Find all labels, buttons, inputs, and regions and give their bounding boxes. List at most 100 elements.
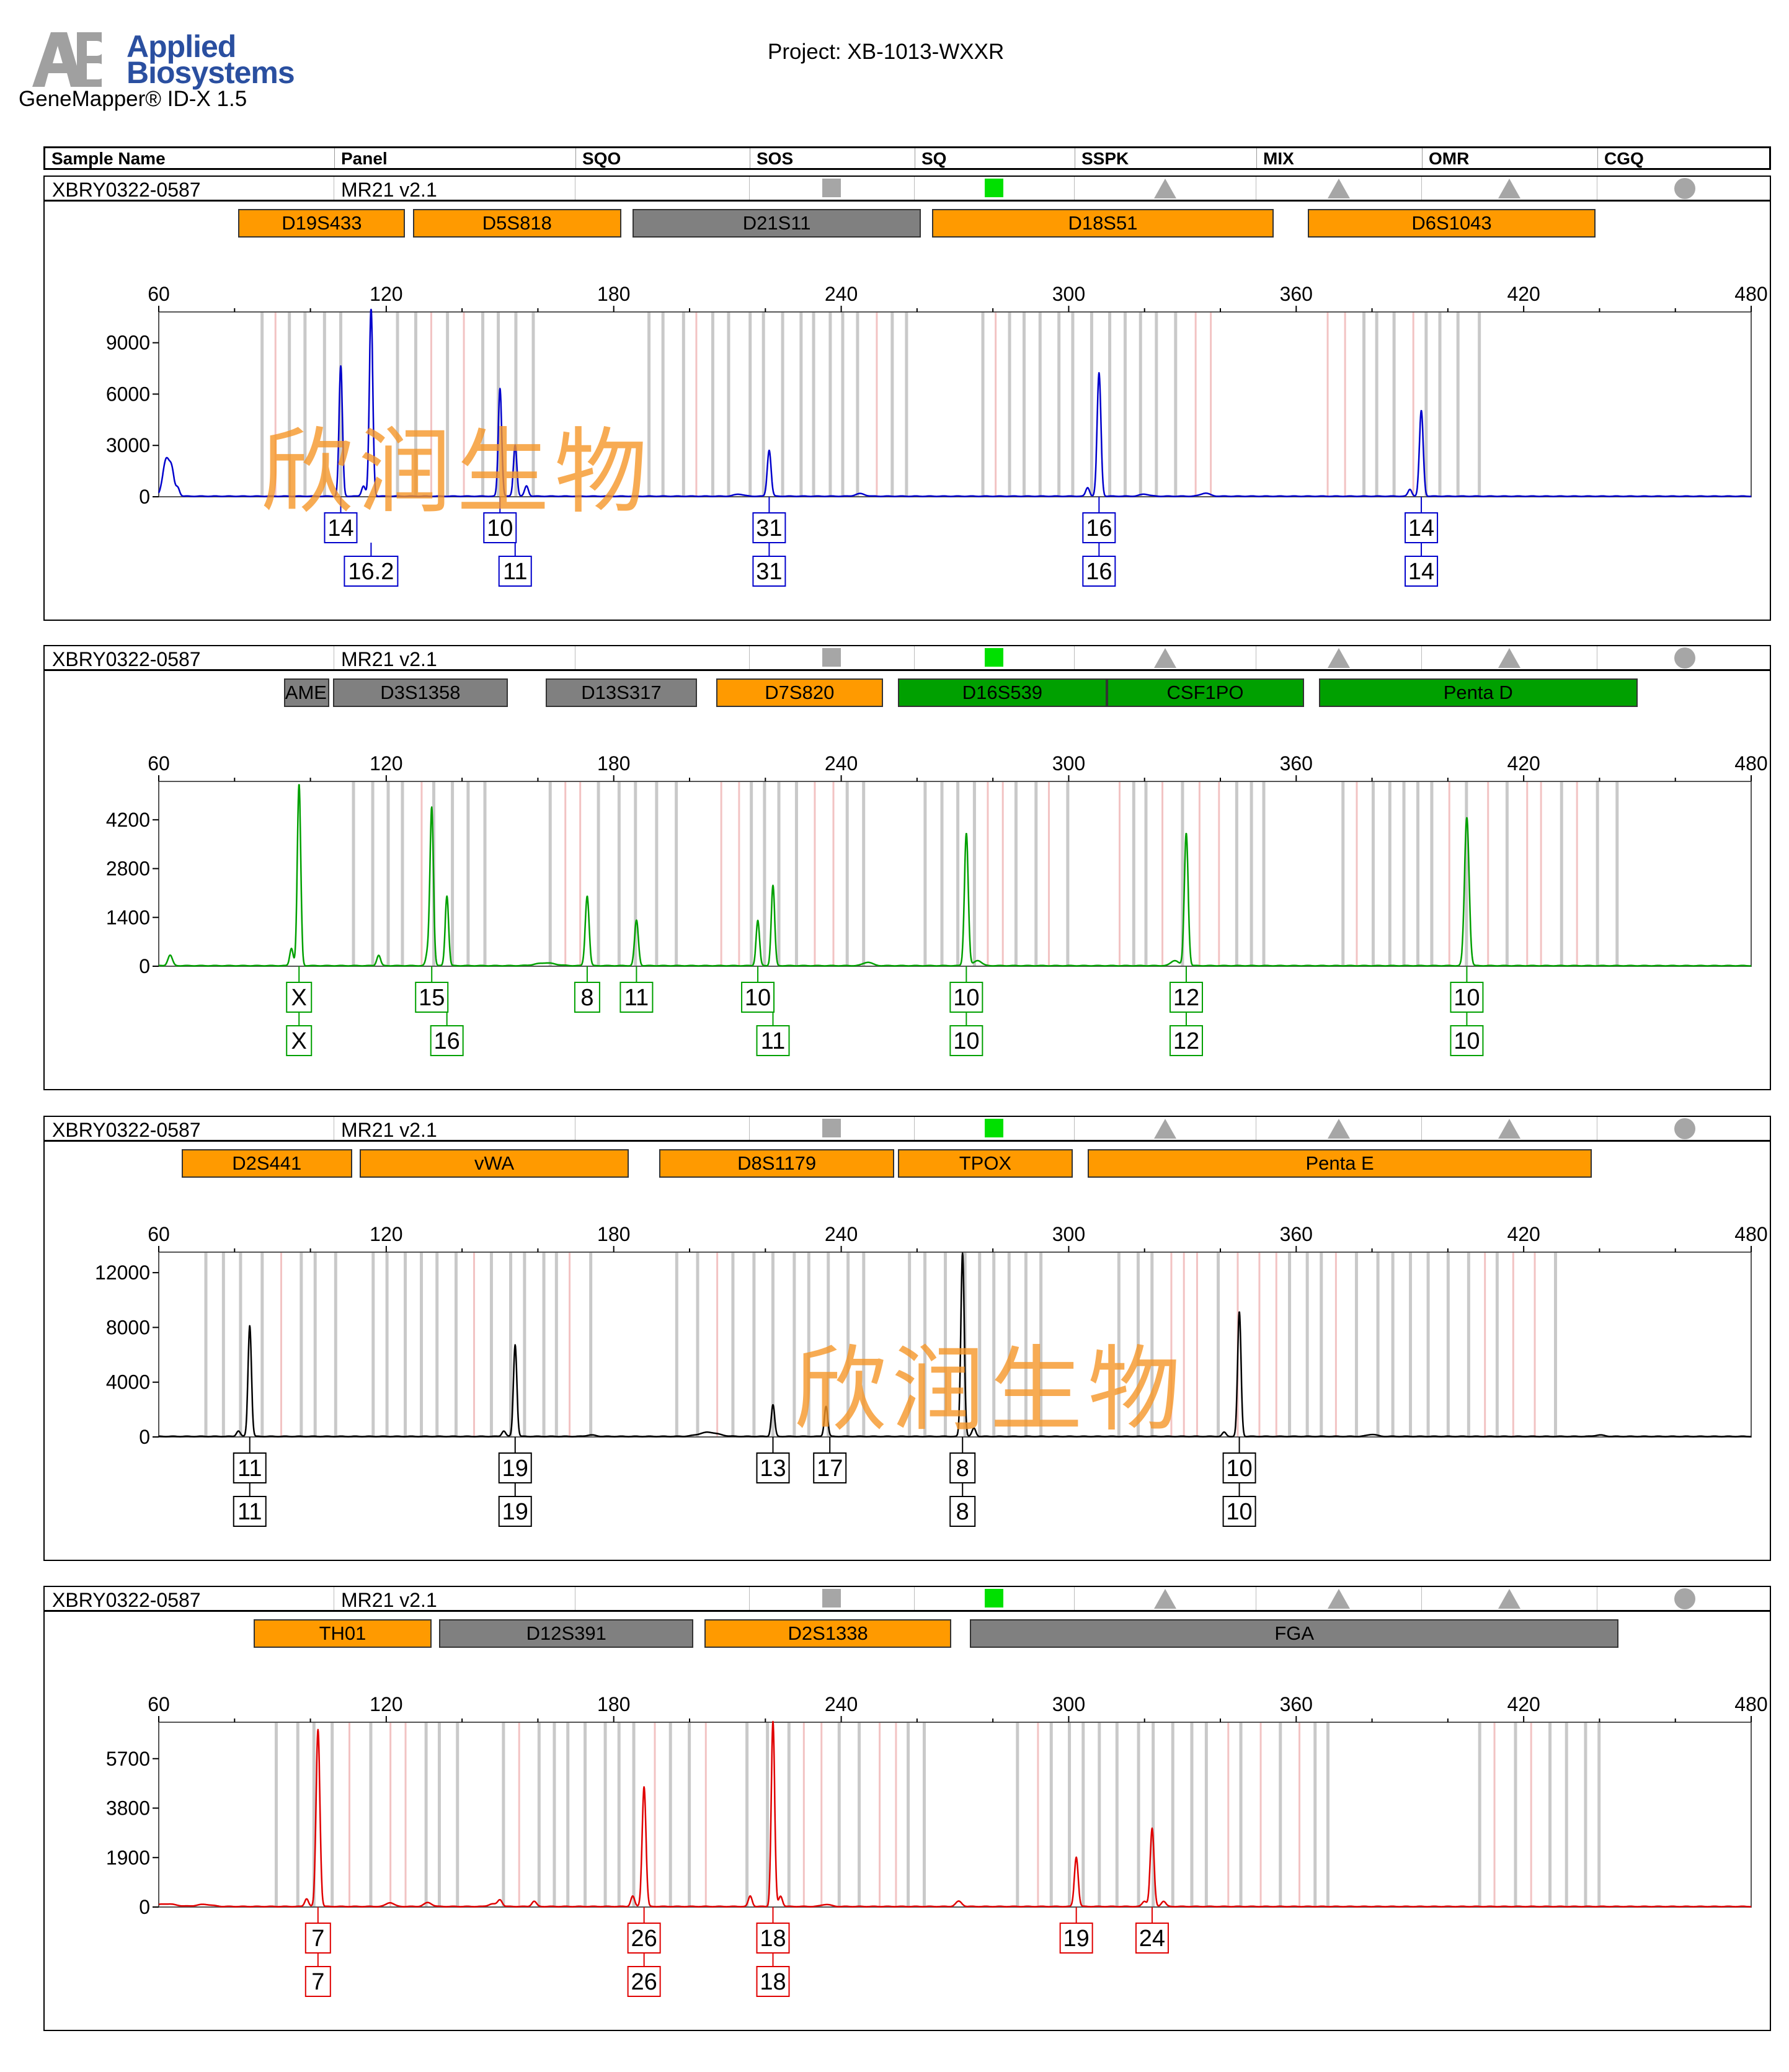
quality-flag-sos-icon[interactable] <box>822 179 841 197</box>
marker-th01[interactable]: TH01 <box>253 1619 432 1648</box>
column-header-sq[interactable]: SQ <box>915 148 1075 168</box>
marker-d13s317[interactable]: D13S317 <box>545 678 698 707</box>
allele-call-box[interactable] <box>1169 1025 1203 1056</box>
allele-call-box[interactable] <box>949 1452 976 1483</box>
marker-d19s433[interactable]: D19S433 <box>238 209 406 238</box>
sample-row-header[interactable]: XBRY0322-0587 MR21 v2.1 <box>45 646 1770 671</box>
allele-call-box[interactable] <box>1222 1496 1256 1527</box>
allele-call-box[interactable] <box>498 556 532 587</box>
column-header-sspk[interactable]: SSPK <box>1075 148 1256 168</box>
quality-flag-sos-icon[interactable] <box>822 648 841 667</box>
marker-fga[interactable]: FGA <box>970 1619 1618 1648</box>
marker-d21s11[interactable]: D21S11 <box>633 209 921 238</box>
quality-flag-sos-icon[interactable] <box>822 1589 841 1607</box>
allele-call-box[interactable] <box>1450 982 1484 1013</box>
column-header-cgq[interactable]: CGQ <box>1597 148 1773 168</box>
quality-flag-cgq-icon[interactable] <box>1674 1588 1695 1609</box>
allele-call-box[interactable] <box>1082 556 1116 587</box>
allele-call-box[interactable] <box>498 1496 532 1527</box>
allele-call-box[interactable] <box>627 1966 661 1997</box>
quality-flag-cgq-icon[interactable] <box>1674 647 1695 669</box>
column-header-sqo[interactable]: SQO <box>575 148 750 168</box>
allele-call-box[interactable] <box>949 1025 983 1056</box>
allele-call-box[interactable] <box>949 982 983 1013</box>
quality-flag-sspk-icon[interactable] <box>1153 1589 1176 1609</box>
quality-flag-sspk-icon[interactable] <box>1153 179 1176 198</box>
allele-call-box[interactable] <box>574 982 600 1013</box>
column-header-sos[interactable]: SOS <box>750 148 915 168</box>
allele-call-box[interactable] <box>756 1452 790 1483</box>
allele-call-box[interactable] <box>1222 1452 1256 1483</box>
marker-d6s1043[interactable]: D6S1043 <box>1307 209 1596 238</box>
quality-flag-sspk-icon[interactable] <box>1153 1119 1176 1139</box>
marker-d18s51[interactable]: D18S51 <box>932 209 1274 238</box>
allele-call-box[interactable] <box>741 982 775 1013</box>
allele-call-box[interactable] <box>627 1923 661 1954</box>
quality-flag-omr-icon[interactable] <box>1498 179 1520 198</box>
marker-vwa[interactable]: vWA <box>360 1149 629 1178</box>
marker-d8s1179[interactable]: D8S1179 <box>659 1149 895 1178</box>
allele-call-box[interactable] <box>233 1496 267 1527</box>
allele-call-box[interactable] <box>344 556 399 587</box>
quality-flag-sq-icon[interactable] <box>985 1119 1003 1137</box>
allele-call-box[interactable] <box>430 1025 464 1056</box>
allele-call-box[interactable] <box>286 1025 313 1056</box>
quality-flag-cgq-icon[interactable] <box>1674 1118 1695 1139</box>
quality-flag-omr-icon[interactable] <box>1498 1589 1520 1609</box>
marker-d2s1338[interactable]: D2S1338 <box>704 1619 951 1648</box>
marker-penta-d[interactable]: Penta D <box>1318 678 1638 707</box>
marker-d3s1358[interactable]: D3S1358 <box>333 678 508 707</box>
allele-call-label: 7 <box>311 1926 324 1952</box>
allele-call-box[interactable] <box>1405 556 1439 587</box>
quality-flag-mix-icon[interactable] <box>1327 179 1350 198</box>
allele-call-box[interactable] <box>756 1025 790 1056</box>
allele-call-box[interactable] <box>619 982 654 1013</box>
column-header-mix[interactable]: MIX <box>1256 148 1422 168</box>
allele-call-box[interactable] <box>756 1923 790 1954</box>
allele-call-box[interactable] <box>1405 512 1439 543</box>
quality-flag-mix-icon[interactable] <box>1327 1589 1350 1609</box>
marker-amel[interactable]: AMEL <box>283 678 330 707</box>
quality-flag-sq-icon[interactable] <box>985 648 1003 667</box>
allele-call-box[interactable] <box>1169 982 1203 1013</box>
marker-d16s539[interactable]: D16S539 <box>898 678 1107 707</box>
marker-d5s818[interactable]: D5S818 <box>412 209 621 238</box>
column-header-panel[interactable]: Panel <box>334 148 575 168</box>
quality-flag-mix-icon[interactable] <box>1327 648 1350 668</box>
allele-call-box[interactable] <box>1059 1923 1093 1954</box>
marker-csf1po[interactable]: CSF1PO <box>1106 678 1304 707</box>
allele-call-box[interactable] <box>304 1966 331 1997</box>
allele-call-box[interactable] <box>498 1452 532 1483</box>
allele-call-box[interactable] <box>304 1923 331 1954</box>
x-tick-label: 300 <box>1052 283 1085 305</box>
quality-flag-sq-icon[interactable] <box>985 1589 1003 1607</box>
allele-call-box[interactable] <box>1135 1923 1169 1954</box>
quality-flag-mix-icon[interactable] <box>1327 1119 1350 1139</box>
allele-call-box[interactable] <box>752 512 786 543</box>
allele-call-box[interactable] <box>756 1966 790 1997</box>
sample-row-header[interactable]: XBRY0322-0587 MR21 v2.1 <box>45 1117 1770 1142</box>
quality-flag-sq-icon[interactable] <box>985 179 1003 197</box>
sample-row-header[interactable]: XBRY0322-0587 MR21 v2.1 <box>45 177 1770 202</box>
allele-call-box[interactable] <box>813 1452 847 1483</box>
column-header-sample-name[interactable]: Sample Name <box>51 149 166 168</box>
quality-flag-omr-icon[interactable] <box>1498 648 1520 668</box>
quality-flag-omr-icon[interactable] <box>1498 1119 1520 1139</box>
marker-penta-e[interactable]: Penta E <box>1088 1149 1592 1178</box>
quality-flag-cgq-icon[interactable] <box>1674 178 1695 199</box>
allele-call-box[interactable] <box>1450 1025 1484 1056</box>
marker-d12s391[interactable]: D12S391 <box>439 1619 694 1648</box>
sample-row-header[interactable]: XBRY0322-0587 MR21 v2.1 <box>45 1587 1770 1612</box>
marker-d7s820[interactable]: D7S820 <box>716 678 883 707</box>
allele-call-box[interactable] <box>752 556 786 587</box>
marker-tpox[interactable]: TPOX <box>898 1149 1073 1178</box>
allele-call-box[interactable] <box>286 982 313 1013</box>
allele-call-box[interactable] <box>949 1496 976 1527</box>
allele-call-box[interactable] <box>324 512 358 543</box>
quality-flag-sspk-icon[interactable] <box>1153 648 1176 668</box>
column-header-omr[interactable]: OMR <box>1422 148 1597 168</box>
marker-d2s441[interactable]: D2S441 <box>181 1149 352 1178</box>
allele-call-box[interactable] <box>483 512 517 543</box>
allele-call-box[interactable] <box>415 982 449 1013</box>
quality-flag-sos-icon[interactable] <box>822 1119 841 1137</box>
